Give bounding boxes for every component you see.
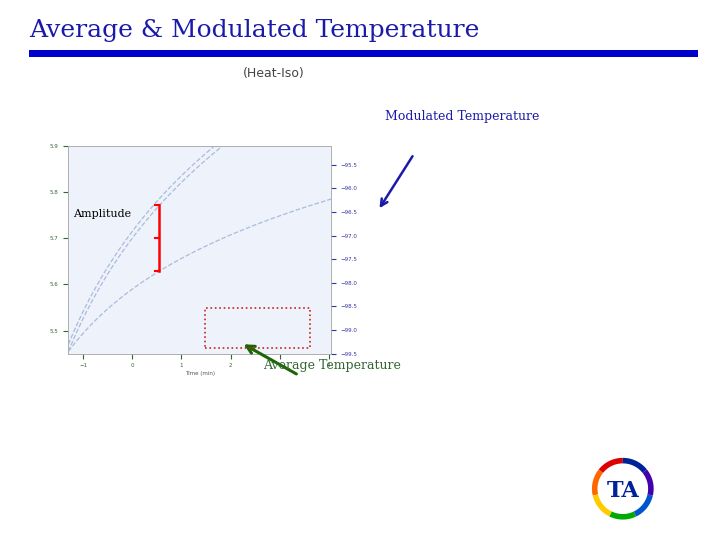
Text: Amplitude: Amplitude bbox=[73, 210, 132, 219]
Text: (Heat-Iso): (Heat-Iso) bbox=[243, 68, 305, 80]
X-axis label: Time (min): Time (min) bbox=[185, 371, 215, 376]
Text: Average Temperature: Average Temperature bbox=[263, 359, 400, 372]
Text: Average & Modulated Temperature: Average & Modulated Temperature bbox=[29, 19, 480, 42]
Text: Modulated Temperature: Modulated Temperature bbox=[385, 110, 539, 123]
Text: TA: TA bbox=[606, 480, 639, 502]
